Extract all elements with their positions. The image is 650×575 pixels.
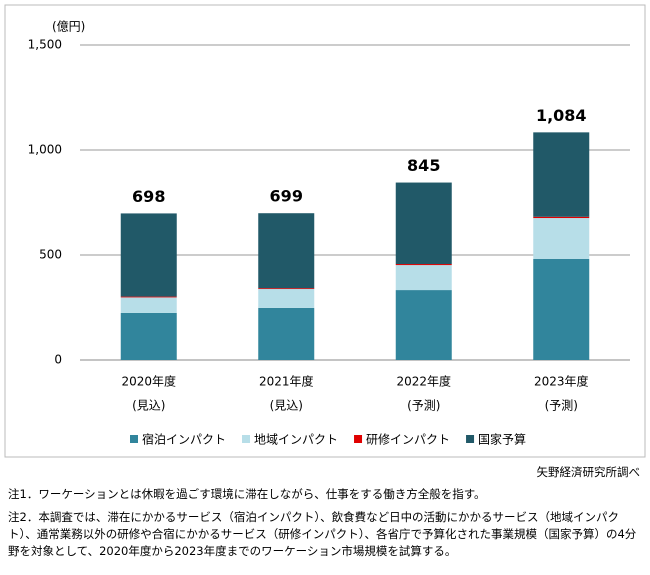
x-tick-note: (見込) bbox=[270, 399, 303, 413]
chart: (億円) 0 500 1,000 1,500 698 2020年度 (見込) 699 2021年… bbox=[4, 4, 646, 458]
x-tick-label: 2023年度 bbox=[534, 374, 589, 389]
bar-segment bbox=[120, 296, 177, 298]
bar-segment bbox=[533, 218, 590, 259]
note: 注1．ワーケーションとは休暇を過ごす環境に滞在しながら、仕事をする働き方全般を指… bbox=[8, 487, 486, 501]
total-label: 845 bbox=[407, 156, 440, 175]
total-label: 1,084 bbox=[536, 106, 587, 125]
y-tick-label: 1,000 bbox=[28, 143, 62, 157]
source: 矢野経済研究所調べ bbox=[536, 465, 641, 479]
legend-label: 国家予算 bbox=[478, 432, 526, 447]
legend-label: 宿泊インパクト bbox=[142, 432, 226, 447]
legend-swatch bbox=[466, 435, 475, 443]
bar-segment bbox=[258, 288, 315, 290]
bar-segment bbox=[395, 265, 452, 291]
notes: 注1．ワーケーションとは休暇を過ごす環境に滞在しながら、仕事をする働き方全般を指… bbox=[0, 486, 650, 560]
bar-segment bbox=[258, 213, 315, 289]
legend-swatch bbox=[242, 435, 251, 443]
y-axis-label: (億円) bbox=[52, 20, 85, 34]
y-tick-label: 1,500 bbox=[28, 38, 62, 52]
bar-segment bbox=[533, 258, 590, 360]
note: 注2．本調査では、滞在にかかるサービス（宿泊インパクト）、飲食費など日中の活動に… bbox=[8, 510, 637, 558]
x-tick-label: 2020年度 bbox=[121, 374, 176, 389]
bar-segment bbox=[258, 307, 315, 360]
bar-segment bbox=[533, 132, 590, 217]
legend-swatch bbox=[130, 435, 138, 443]
total-label: 698 bbox=[132, 187, 165, 206]
x-tick-note: (予測) bbox=[407, 399, 440, 413]
bar-segment bbox=[395, 264, 452, 266]
y-tick-label: 500 bbox=[39, 248, 62, 262]
x-tick-label: 2022年度 bbox=[396, 374, 451, 389]
bar-segment bbox=[395, 182, 452, 265]
bar-segment bbox=[395, 290, 452, 360]
chart-border bbox=[4, 4, 646, 458]
y-tick-label: 0 bbox=[54, 353, 62, 367]
bar-segment bbox=[258, 289, 315, 308]
bar-segment bbox=[533, 216, 590, 219]
legend-label: 研修インパクト bbox=[366, 432, 450, 447]
x-tick-label: 2021年度 bbox=[259, 374, 314, 389]
x-tick-note: (見込) bbox=[132, 399, 165, 413]
legend-label: 地域インパクト bbox=[254, 433, 338, 447]
total-label: 699 bbox=[270, 187, 303, 206]
x-tick-note: (予測) bbox=[545, 399, 578, 413]
legend-swatch bbox=[354, 435, 363, 443]
bar-segment bbox=[120, 297, 177, 313]
bar-segment bbox=[120, 312, 177, 360]
bar-segment bbox=[120, 213, 177, 297]
